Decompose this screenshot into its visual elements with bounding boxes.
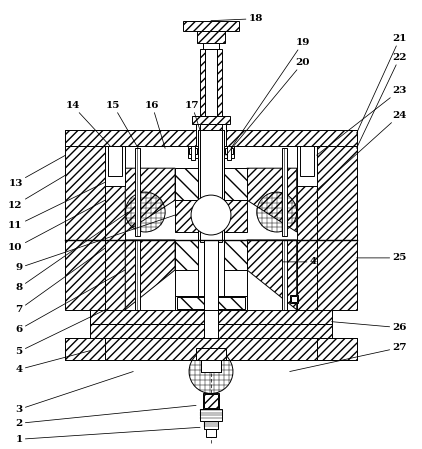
Polygon shape	[125, 168, 175, 232]
Bar	[108, 146, 122, 176]
Bar	[191, 146, 195, 160]
Polygon shape	[247, 240, 297, 310]
Text: 7: 7	[15, 248, 105, 314]
Bar	[316, 240, 357, 310]
Bar	[290, 295, 298, 303]
Bar	[189, 148, 197, 154]
Text: 9: 9	[16, 215, 175, 273]
Bar	[106, 240, 316, 310]
Bar	[197, 31, 225, 43]
Bar	[183, 21, 239, 31]
Bar	[65, 338, 106, 360]
Bar	[65, 130, 357, 146]
Bar	[227, 146, 231, 160]
Bar	[196, 348, 226, 360]
Bar	[175, 240, 247, 310]
Text: 16: 16	[145, 101, 165, 148]
Text: 10: 10	[8, 200, 106, 252]
Bar	[297, 240, 316, 310]
Text: 4: 4	[283, 257, 317, 266]
Bar	[198, 240, 224, 310]
Text: 21: 21	[357, 34, 407, 133]
Bar	[316, 146, 357, 242]
Bar	[204, 421, 218, 429]
Bar	[282, 148, 287, 236]
Bar	[65, 130, 357, 146]
Text: 2: 2	[15, 405, 196, 428]
Text: 14: 14	[65, 101, 110, 146]
Bar	[204, 394, 218, 409]
Bar	[200, 124, 222, 146]
Text: 26: 26	[332, 321, 407, 332]
Bar	[297, 146, 316, 186]
Bar	[225, 148, 233, 154]
Bar	[203, 393, 219, 409]
Text: 12: 12	[8, 175, 65, 210]
Text: 19: 19	[231, 38, 310, 148]
Bar	[316, 338, 357, 360]
Bar	[135, 240, 140, 310]
Bar	[206, 429, 216, 437]
Bar	[177, 297, 245, 309]
Bar	[204, 240, 218, 310]
Bar	[175, 200, 247, 232]
Bar	[106, 146, 125, 186]
Bar	[300, 146, 314, 176]
Bar	[106, 338, 316, 360]
Text: 1: 1	[15, 427, 200, 444]
Bar	[135, 148, 140, 236]
Bar	[201, 360, 221, 371]
Polygon shape	[247, 168, 297, 232]
Text: 25: 25	[357, 253, 407, 262]
Bar	[200, 130, 222, 242]
Bar	[65, 338, 357, 360]
Bar	[192, 116, 230, 124]
Text: 13: 13	[8, 155, 65, 188]
Text: 11: 11	[8, 182, 106, 230]
Bar	[175, 168, 247, 200]
Bar	[188, 146, 198, 158]
Bar	[106, 146, 125, 242]
Polygon shape	[125, 240, 175, 310]
Bar	[175, 296, 247, 310]
Bar	[196, 124, 226, 146]
Bar	[205, 48, 217, 116]
Text: 24: 24	[316, 111, 407, 190]
Text: 20: 20	[226, 58, 310, 155]
Text: 5: 5	[16, 310, 106, 356]
Text: 17: 17	[185, 101, 200, 130]
Text: 8: 8	[16, 212, 128, 292]
Bar	[175, 296, 247, 310]
Bar	[203, 43, 219, 48]
Bar	[291, 296, 297, 302]
Bar	[65, 240, 106, 310]
Bar	[106, 240, 125, 310]
Bar	[282, 240, 287, 310]
Bar	[90, 310, 332, 324]
Circle shape	[191, 195, 231, 235]
Text: 15: 15	[106, 101, 138, 148]
Bar	[297, 146, 316, 242]
Text: 3: 3	[16, 371, 133, 414]
Text: 4: 4	[16, 351, 90, 374]
Bar	[90, 310, 332, 338]
Text: 27: 27	[290, 343, 407, 371]
Bar	[106, 338, 316, 360]
Text: 18: 18	[211, 14, 263, 23]
Bar	[65, 146, 106, 242]
Bar	[224, 146, 234, 158]
Bar	[198, 130, 224, 242]
Text: 6: 6	[15, 270, 125, 334]
Bar	[175, 240, 247, 270]
Bar	[106, 146, 316, 242]
Text: 23: 23	[316, 86, 407, 155]
Bar	[200, 409, 222, 421]
Text: 22: 22	[357, 53, 407, 148]
Bar	[200, 48, 222, 116]
Bar	[198, 124, 224, 130]
Bar	[204, 310, 218, 338]
